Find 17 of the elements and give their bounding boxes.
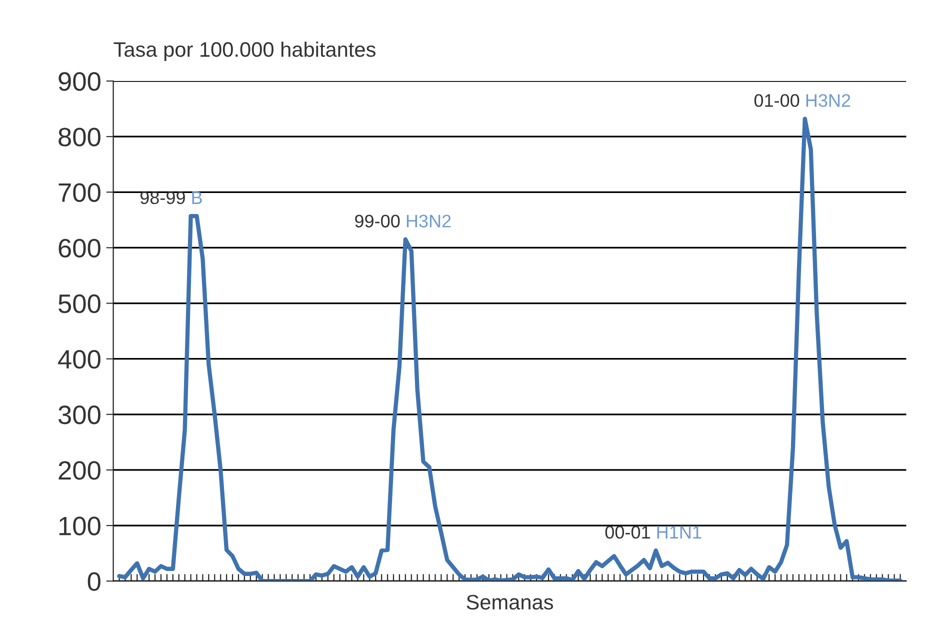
y-tick-label: 300: [58, 406, 100, 424]
y-tick-label: 400: [58, 350, 100, 369]
annotation: 01-00 H3N2: [754, 94, 850, 107]
y-tick-label: 0: [88, 572, 100, 591]
annotation: 00-01 H1N1: [605, 526, 702, 539]
y-tick-label: 700: [58, 183, 100, 202]
y-tick-label: 600: [58, 238, 100, 258]
y-tick-label: 100: [59, 516, 100, 536]
y-tick-label: 500: [58, 294, 100, 314]
y-tick-label: 200: [58, 461, 100, 480]
x-axis-title: Semanas: [466, 594, 554, 610]
y-tick-label: 900: [58, 72, 100, 91]
y-tick-label: 800: [58, 128, 100, 146]
line-series: [117, 116, 902, 582]
annotation: 98-99 B: [140, 191, 202, 204]
y-axis-title: Tasa por 100.000 habitantes: [114, 42, 376, 62]
annotation: 99-00 H3N2: [355, 214, 451, 228]
